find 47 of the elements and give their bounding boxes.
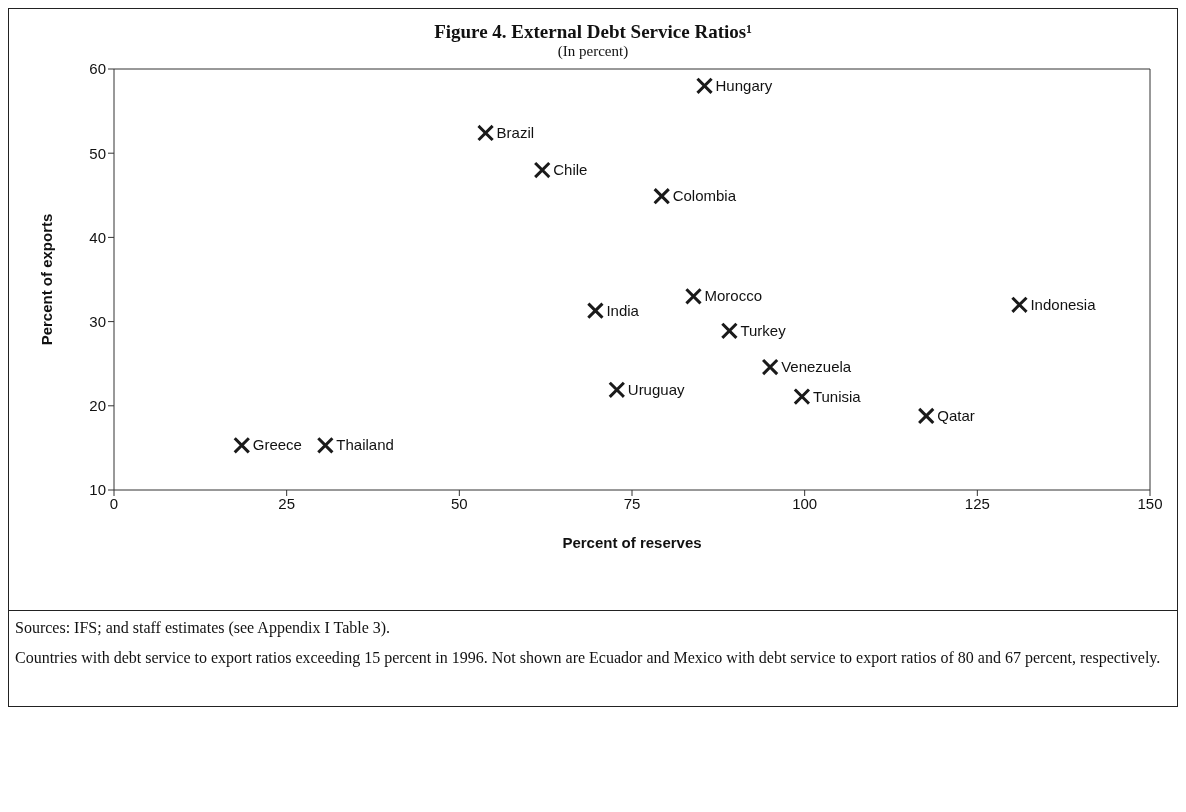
series-label: Greece [252, 436, 302, 454]
series-label: India [606, 301, 640, 319]
point [697, 78, 713, 94]
point [478, 125, 494, 141]
point [654, 188, 670, 204]
point [609, 382, 625, 398]
series-label: Chile [553, 161, 588, 179]
y-tick-label: 30 [89, 312, 106, 330]
y-tick-label: 20 [89, 397, 106, 415]
series-label: Brazil [496, 123, 535, 141]
text: Countries with debt service to export ratios exceeding 15 percent in 1996. Not shown are Ecuador and Mexico with debt service to export ratios of 80 and 67 percent, respectively. [15, 647, 1162, 669]
point [534, 162, 550, 178]
y-axis-title: Percent of exports [38, 213, 56, 346]
point [1011, 297, 1027, 313]
series-label: Thailand [336, 436, 394, 454]
point [918, 408, 934, 424]
chart-subtitle: (In percent) [556, 43, 630, 60]
y-tick-label: 10 [89, 481, 106, 499]
series-label: Qatar [937, 406, 975, 424]
x-tick-label: 125 [964, 494, 990, 512]
y-tick-label: 60 [89, 60, 106, 78]
y-tick-label: 40 [89, 228, 106, 246]
point [794, 389, 810, 405]
series-label: Turkey [740, 321, 787, 339]
chart-title: Figure 4. External Debt Service Ratios¹ [433, 20, 753, 43]
series-label: Hungary [715, 76, 773, 94]
series-label: Morocco [704, 287, 762, 305]
series-label: Indonesia [1030, 295, 1097, 313]
x-tick-label: 150 [1137, 494, 1163, 512]
x-tick-label: 25 [278, 494, 296, 512]
source-note: Sources: IFS; and staff estimates (see Appendix I Table 3). [15, 618, 392, 639]
point [317, 437, 333, 453]
x-axis-title: Percent of reserves [562, 534, 702, 551]
series-label: Tunisia [812, 387, 862, 405]
x-tick-label: 50 [450, 494, 468, 512]
series-label: Colombia [672, 187, 737, 205]
x-tick-label: 100 [792, 494, 818, 512]
point [721, 323, 737, 339]
series-label: Venezuela [781, 358, 852, 376]
x-tick-label: 0 [109, 494, 119, 512]
x-tick-label: 75 [623, 494, 641, 512]
point [685, 288, 701, 304]
series-label: Uruguay [627, 380, 685, 398]
point [234, 437, 250, 453]
point [762, 359, 778, 375]
point [587, 303, 603, 319]
y-tick-label: 50 [89, 144, 106, 162]
